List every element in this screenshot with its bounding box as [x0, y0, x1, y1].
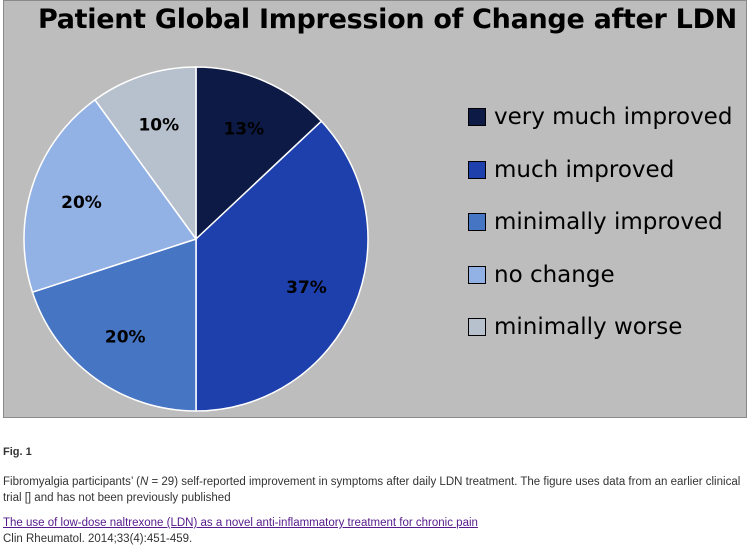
- chart-frame: Patient Global Impression of Change afte…: [3, 0, 747, 418]
- legend-label: very much improved: [494, 104, 733, 131]
- legend-item-much-improved: much improved: [468, 144, 748, 197]
- legend-swatch: [468, 318, 486, 337]
- pie-label-much-improved: 37%: [286, 278, 327, 298]
- article-citation: Clin Rheumatol. 2014;33(4):451-459.: [3, 533, 193, 545]
- legend-label: minimally improved: [494, 209, 723, 236]
- pie-label-no-change: 20%: [61, 193, 102, 213]
- legend-item-minimally-worse: minimally worse: [468, 301, 748, 354]
- legend-label: much improved: [494, 156, 675, 183]
- legend: very much improved much improved minimally…: [468, 91, 748, 354]
- pie-slice-minimally-improved: [31, 237, 197, 412]
- legend-item-no-change: no change: [468, 249, 748, 302]
- caption-end: = 29) self-reported improvement in sympt…: [3, 476, 741, 504]
- legend-swatch: [468, 265, 486, 284]
- legend-item-minimally-improved: minimally improved: [468, 196, 748, 249]
- pie-slice-minimally-worse: [93, 66, 197, 242]
- legend-swatch: [468, 213, 486, 232]
- pie-slice-no-change: [23, 98, 198, 294]
- caption-start: Fibromyalgia participants’ (: [3, 476, 140, 488]
- legend-label: no change: [494, 261, 615, 288]
- chart-title: Patient Global Impression of Change afte…: [38, 4, 737, 35]
- pie-chart: 13% 37% 20% 20% 10%: [23, 66, 369, 412]
- figure-label: Fig. 1: [3, 446, 32, 458]
- pie-slice-very-much-improved: [195, 66, 323, 241]
- pie-label-very-much-improved: 13%: [223, 120, 264, 140]
- figure-caption: Fibromyalgia participants’ (N = 29) self…: [3, 474, 743, 506]
- pie-slice-much-improved: [195, 120, 369, 412]
- legend-swatch: [468, 108, 486, 127]
- legend-item-very-much-improved: very much improved: [468, 91, 748, 144]
- article-link[interactable]: The use of low-dose naltrexone (LDN) as …: [3, 517, 478, 529]
- legend-swatch: [468, 160, 486, 179]
- pie-label-minimally-improved: 20%: [105, 327, 146, 347]
- pie-label-minimally-worse: 10%: [138, 115, 179, 135]
- legend-label: minimally worse: [494, 314, 683, 341]
- caption-n: N: [139, 476, 149, 488]
